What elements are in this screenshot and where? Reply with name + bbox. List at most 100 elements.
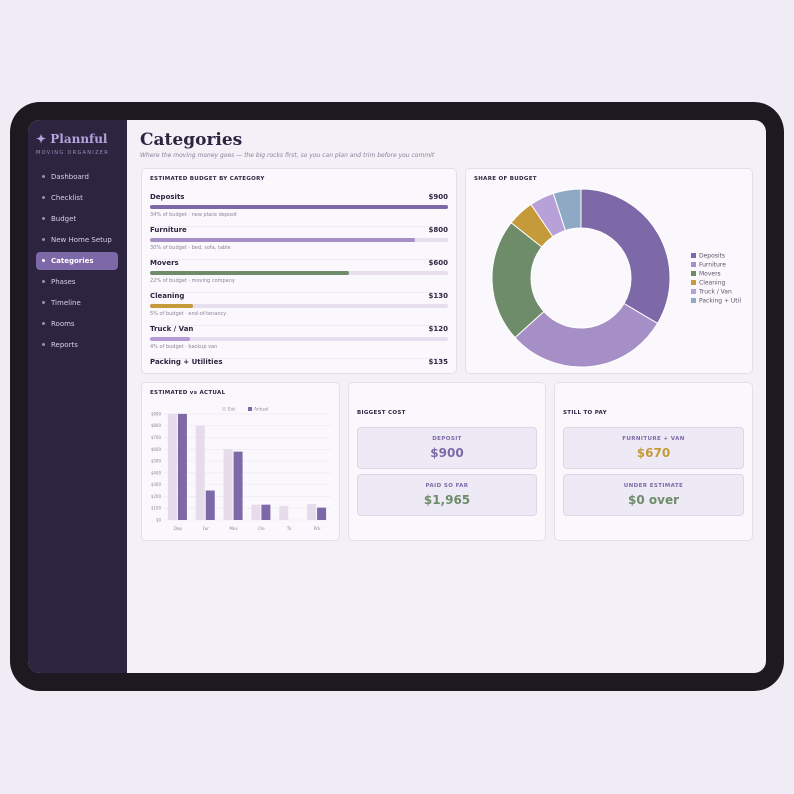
card-title: SHARE OF BUDGET <box>474 176 537 182</box>
y-tick-label: $0 <box>156 518 162 523</box>
bar <box>251 504 261 520</box>
still-to-pay-card: STILL TO PAY FURNITURE + VAN $670 UNDER ES… <box>554 382 753 541</box>
nav-item[interactable]: Rooms <box>36 315 118 333</box>
stat-label: FURNITURE + VAN <box>622 436 685 442</box>
bar <box>177 413 187 520</box>
category-name: Deposits <box>150 193 185 201</box>
stat-value: $1,965 <box>423 493 471 507</box>
legend-label: Deposits <box>699 253 725 260</box>
budget-card: ESTIMATED BUDGET BY CATEGORY Deposits $90… <box>141 168 457 374</box>
progress-fill <box>150 337 190 341</box>
nav-item[interactable]: Categories <box>36 252 118 270</box>
bar <box>205 490 215 520</box>
nav-item[interactable]: Timeline <box>36 294 118 312</box>
donut-slice <box>552 188 582 232</box>
stat-tile: FURNITURE + VAN $670 <box>563 427 744 469</box>
nav-dot <box>42 343 45 346</box>
page-title: Categories <box>140 130 243 150</box>
x-tick-label: Mov <box>229 526 238 531</box>
y-tick-label: $700 <box>151 435 162 440</box>
legend-label: Actual <box>254 407 268 413</box>
bar <box>307 504 317 520</box>
bar <box>233 451 243 520</box>
category-note: 34% of budget · new place deposit <box>150 212 238 218</box>
progress-fill <box>150 205 448 209</box>
y-tick-label: $800 <box>151 423 162 428</box>
progress-track <box>150 238 448 242</box>
legend-label: Est. <box>228 407 236 413</box>
donut-slice <box>514 302 659 368</box>
legend-swatch <box>691 253 696 258</box>
nav-item[interactable]: Budget <box>36 210 118 228</box>
bar <box>223 449 233 520</box>
stat-label: DEPOSIT <box>432 436 462 442</box>
share-card: SHARE OF BUDGET Deposits Furniture Movers C… <box>465 168 753 374</box>
legend-label: Truck / Van <box>698 289 732 296</box>
category-amount: $130 <box>428 292 448 300</box>
legend-swatch <box>691 280 696 285</box>
screen: ✦ Plannful MOVING ORGANIZER Dashboard Che… <box>28 120 766 673</box>
card-title: BIGGEST COST <box>357 410 406 416</box>
category-note: 22% of budget · moving company <box>150 278 235 284</box>
nav-dot <box>42 280 45 283</box>
nav-label: Phases <box>51 278 76 286</box>
nav-dot <box>42 259 45 262</box>
nav-label: Rooms <box>51 320 75 328</box>
bar <box>317 507 327 520</box>
y-tick-label: $200 <box>151 494 162 499</box>
bar-chart: $0 $100 $200 $300 $400 $500 $600 $700 $800 $900 De… <box>151 407 331 531</box>
nav-dot <box>42 301 45 304</box>
y-tick-label: $100 <box>151 506 162 511</box>
legend-swatch <box>691 271 696 276</box>
budget-row: Truck / Van $120 4% of budget · backup van <box>150 325 448 359</box>
x-tick-label: Cle <box>258 526 265 531</box>
nav-item[interactable]: Reports <box>36 336 118 354</box>
nav-dot <box>42 196 45 199</box>
legend-label: Movers <box>699 271 721 278</box>
nav-label: Reports <box>51 341 78 349</box>
x-tick-label: Fur <box>203 526 210 531</box>
legend-swatch <box>691 289 696 294</box>
bar <box>167 413 177 520</box>
nav-dot <box>42 322 45 325</box>
stat-label: UNDER ESTIMATE <box>623 483 684 489</box>
page-subtitle: Where the moving money goes — the big ro… <box>140 152 435 159</box>
nav-dot <box>42 238 45 241</box>
progress-track <box>150 205 448 209</box>
bar <box>195 425 205 520</box>
donut-chart: Deposits Furniture Movers Cleaning Truck / V… <box>491 188 741 368</box>
y-tick-label: $500 <box>151 459 162 464</box>
stat-value: $0 over <box>628 493 679 507</box>
nav-item[interactable]: Checklist <box>36 189 118 207</box>
nav-item[interactable]: Phases <box>36 273 118 291</box>
category-name: Packing + Utilities <box>150 358 223 366</box>
nav-label: New Home Setup <box>51 236 112 244</box>
biggest-cost-card: BIGGEST COST DEPOSIT $900 PAID SO FAR $1,96… <box>348 382 546 541</box>
stat-value: $900 <box>430 446 464 460</box>
category-note: 30% of budget · bed, sofa, table <box>150 245 231 251</box>
x-tick-label: Dep <box>174 526 183 531</box>
nav-label: Timeline <box>51 299 81 307</box>
bar <box>261 504 271 520</box>
nav-item[interactable]: Dashboard <box>36 168 118 186</box>
budget-row: Deposits $900 34% of budget · new place de… <box>150 193 448 227</box>
tagline: MOVING ORGANIZER <box>36 150 110 156</box>
x-tick-label: Tk <box>286 526 292 531</box>
y-tick-label: $300 <box>151 482 162 487</box>
est-vs-actual-card: ESTIMATED vs ACTUAL $0 $100 $200 $300 $400 $5… <box>141 382 340 541</box>
legend-swatch <box>248 407 252 411</box>
brand: ✦ Plannful <box>36 132 108 146</box>
budget-row: Movers $600 22% of budget · moving company <box>150 259 448 293</box>
x-tick-label: Pck <box>314 526 322 531</box>
progress-fill <box>150 304 194 308</box>
nav-item[interactable]: New Home Setup <box>36 231 118 249</box>
nav-label: Budget <box>51 215 77 223</box>
category-note: 5% of budget · end-of-tenancy <box>150 311 227 317</box>
card-title: ESTIMATED BUDGET BY CATEGORY <box>150 176 265 182</box>
category-amount: $900 <box>428 193 448 201</box>
category-name: Movers <box>150 259 179 267</box>
legend-label: Furniture <box>699 262 726 269</box>
progress-track <box>150 304 448 308</box>
stat-tile: DEPOSIT $900 <box>357 427 537 469</box>
